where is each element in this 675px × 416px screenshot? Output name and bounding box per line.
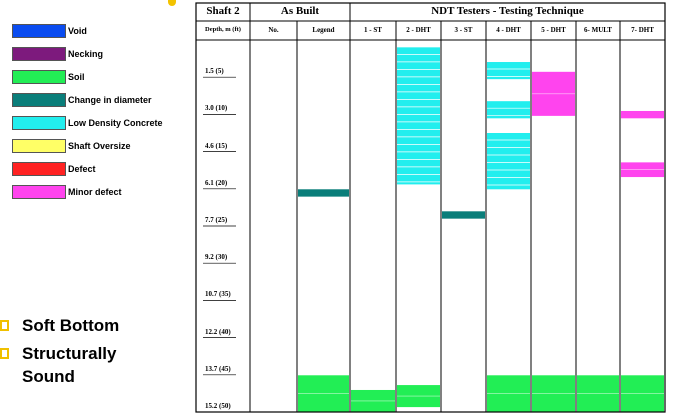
- bullet-marker-icon: [0, 320, 9, 331]
- depth-label: 12.2 (40): [205, 327, 231, 336]
- technique-header: 1 - ST: [364, 26, 382, 34]
- legend-swatch: [12, 162, 66, 176]
- anomaly-segment: [487, 133, 530, 190]
- depth-label: 13.7 (45): [205, 364, 231, 373]
- legend-swatch: [12, 70, 66, 84]
- technique-header: 4 - DHT: [496, 26, 521, 34]
- anomaly-segment: [487, 62, 530, 80]
- legend-swatch: [12, 24, 66, 38]
- legend-label: Void: [68, 26, 87, 36]
- technique-header: 3 - ST: [454, 26, 473, 34]
- bullet-marker-icon: [0, 348, 9, 359]
- depth-label: 6.1 (20): [205, 178, 228, 187]
- anomaly-segment: [442, 211, 485, 219]
- legend-label: Defect: [68, 164, 96, 174]
- anomaly-legend: Void Necking Soil Change in diameter Low Den…: [0, 0, 190, 220]
- table-border: [195, 2, 666, 413]
- legend-swatch: [12, 185, 66, 199]
- legend-swatch: [12, 93, 66, 107]
- bullet-text: Soft Bottom: [22, 316, 120, 335]
- depth-label: 3.0 (10): [205, 104, 228, 113]
- anomaly-segment: [621, 110, 664, 119]
- technique-header: 7- DHT: [631, 26, 654, 34]
- anomaly-segment: [298, 189, 349, 197]
- bullet-text: Sound: [22, 367, 75, 386]
- decorative-tab: [168, 0, 176, 6]
- anomaly-segment: [397, 47, 440, 185]
- legend-label: Change in diameter: [68, 95, 152, 105]
- anomaly-segment: [487, 101, 530, 119]
- legend-swatch: [12, 139, 66, 153]
- legend-column-header: Legend: [312, 26, 335, 34]
- bullet-text: Structurally: [22, 344, 117, 363]
- as-built-header: As Built: [280, 5, 320, 17]
- depth-header: Depth, m (ft): [205, 26, 241, 33]
- technique-header: 6- MULT: [584, 26, 612, 34]
- no-header: No.: [268, 26, 279, 34]
- depth-label: 15.2 (50): [205, 402, 231, 410]
- depth-label: 4.6 (15): [205, 141, 228, 150]
- legend-label: Necking: [68, 49, 104, 59]
- shaft-header: Shaft 2: [206, 5, 240, 17]
- legend-label: Shaft Oversize: [68, 141, 131, 151]
- depth-label: 7.7 (25): [205, 216, 228, 224]
- technique-header: 2 - DHT: [406, 26, 431, 34]
- ndt-header: NDT Testers - Testing Technique: [431, 5, 584, 17]
- depth-label: 9.2 (30): [205, 253, 228, 262]
- technique-header: 5 - DHT: [541, 26, 566, 34]
- legend-label: Minor defect: [68, 187, 122, 197]
- legend-swatch: [12, 47, 66, 61]
- legend-label: Low Density Concrete: [68, 118, 163, 128]
- legend-swatch: [12, 116, 66, 130]
- depth-label: 10.7 (35): [205, 290, 231, 299]
- legend-label: Soil: [68, 72, 85, 82]
- depth-label: 1.5 (5): [205, 67, 224, 76]
